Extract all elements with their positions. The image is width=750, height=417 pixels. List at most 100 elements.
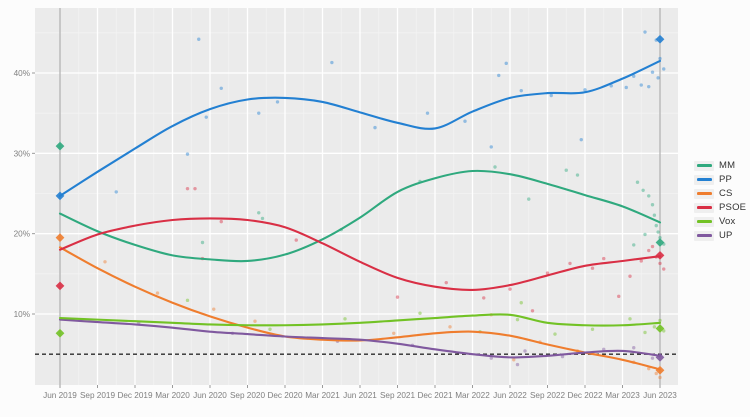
x-tick-label: Mar 2023 — [605, 391, 640, 400]
legend-key-icon — [694, 216, 714, 227]
x-tick-label: Jun 2020 — [193, 391, 227, 400]
poll-dot-PP — [114, 190, 118, 194]
poll-dot-CS — [448, 325, 452, 329]
legend-item-UP: UP — [694, 230, 746, 241]
legend-item-CS: CS — [694, 188, 746, 199]
poll-dot-Vox — [418, 311, 422, 315]
trend-lines — [58, 59, 662, 371]
x-tick-label: Sep 2020 — [230, 391, 266, 400]
poll-dot-PP — [330, 60, 334, 65]
poll-dot-MM — [632, 243, 636, 247]
poll-dot-PSOE — [482, 296, 486, 300]
election-result-CS — [655, 365, 665, 375]
trend-line-PP — [58, 59, 662, 197]
trend-line-PSOE — [58, 217, 662, 291]
poll-dot-PP — [658, 56, 662, 61]
poll-dot-PP — [257, 111, 261, 115]
legend-key-icon — [694, 174, 714, 185]
poll-dot-PSOE — [617, 294, 621, 299]
poll-dot-PSOE — [650, 244, 655, 249]
poll-dot-PSOE — [508, 287, 512, 291]
poll-dot-MM — [260, 216, 265, 221]
poll-dot-PSOE — [590, 266, 595, 270]
poll-dot-MM — [564, 168, 568, 172]
poll-dot-PSOE — [530, 309, 535, 313]
poll-dot-PP — [609, 84, 613, 88]
poll-dot-PP — [497, 73, 501, 78]
poll-dot-MM — [643, 232, 647, 237]
poll-dot-PP — [504, 61, 508, 66]
poll-dot-PP — [632, 74, 636, 78]
poll-dot-PP — [639, 83, 643, 87]
poll-dot-UP — [515, 362, 520, 367]
poll-dot-PSOE — [193, 186, 197, 191]
poll-dot-PP — [275, 100, 280, 104]
poll-dot-UP — [560, 354, 565, 359]
legend-label: CS — [719, 188, 733, 199]
poll-dots — [103, 30, 666, 380]
poll-dot-CS — [155, 291, 160, 295]
poll-dot-PSOE — [444, 280, 448, 285]
legend-key-icon — [694, 202, 714, 213]
poll-dot-PP — [650, 70, 655, 74]
x-tick-label: Sep 2019 — [80, 391, 116, 400]
legend-label: MM — [719, 160, 736, 171]
chart-legend: MM PP CS PSOE Vox UP — [694, 160, 746, 241]
poll-dot-MM — [658, 235, 662, 240]
y-tick-label: 40% — [14, 69, 30, 78]
poll-dot-CS — [212, 307, 216, 311]
x-tick-label: Dec 2022 — [567, 391, 602, 400]
poll-dot-UP — [602, 347, 606, 352]
poll-dot-PSOE — [395, 295, 400, 299]
poll-dot-MM — [650, 203, 655, 207]
poll-dot-PSOE — [219, 219, 223, 224]
legend-swatch-PP — [696, 178, 712, 181]
poll-dot-CS — [658, 375, 662, 380]
poll-dot-PP — [219, 86, 223, 90]
poll-dot-UP — [632, 346, 636, 350]
poll-dot-PSOE — [662, 267, 666, 271]
x-tick-label: Mar 2021 — [305, 391, 340, 400]
plot-panel — [35, 8, 678, 385]
legend-swatch-CS — [696, 192, 712, 195]
poll-dot-UP — [650, 356, 655, 360]
poll-dot-Vox — [658, 318, 662, 323]
poll-dot-CS — [512, 358, 516, 362]
legend-item-PP: PP — [694, 174, 746, 185]
legend-label: UP — [719, 230, 733, 241]
poll-dot-Vox — [662, 329, 666, 333]
poll-dot-PP — [489, 145, 493, 149]
x-tick-label: Mar 2020 — [155, 391, 190, 400]
poll-dot-Vox — [185, 298, 190, 303]
poll-dot-MM — [641, 188, 645, 192]
legend-label: Vox — [719, 216, 736, 227]
y-tick-label: 30% — [14, 149, 30, 158]
x-tick-label: Jun 2019 — [43, 391, 77, 400]
poll-dot-PP — [643, 30, 647, 34]
poll-dot-Vox — [519, 301, 523, 305]
poll-dot-PSOE — [647, 248, 651, 253]
legend-swatch-MM — [696, 164, 712, 167]
legend-swatch-PSOE — [696, 206, 712, 209]
poll-dot-PP — [463, 119, 467, 123]
poll-dot-PP — [656, 76, 660, 80]
poll-dot-PP — [647, 84, 651, 89]
poll-dot-Vox — [643, 330, 647, 335]
poll-dot-PSOE — [602, 256, 606, 261]
x-tick-label: Mar 2022 — [455, 391, 490, 400]
x-tick-label: Jun 2022 — [493, 391, 527, 400]
poll-dot-CS — [103, 260, 107, 264]
y-tick-label: 10% — [14, 310, 30, 319]
poll-dot-PP — [662, 67, 666, 71]
poll-dot-CS — [654, 371, 658, 376]
legend-key-icon — [694, 188, 714, 199]
poll-dot-MM — [635, 180, 640, 184]
poll-dot-MM — [257, 211, 261, 215]
poll-dot-Vox — [268, 327, 272, 331]
poll-dot-PSOE — [658, 261, 662, 266]
poll-dot-Vox — [515, 317, 520, 322]
legend-swatch-Vox — [696, 220, 712, 223]
poll-dot-MM — [200, 240, 205, 245]
